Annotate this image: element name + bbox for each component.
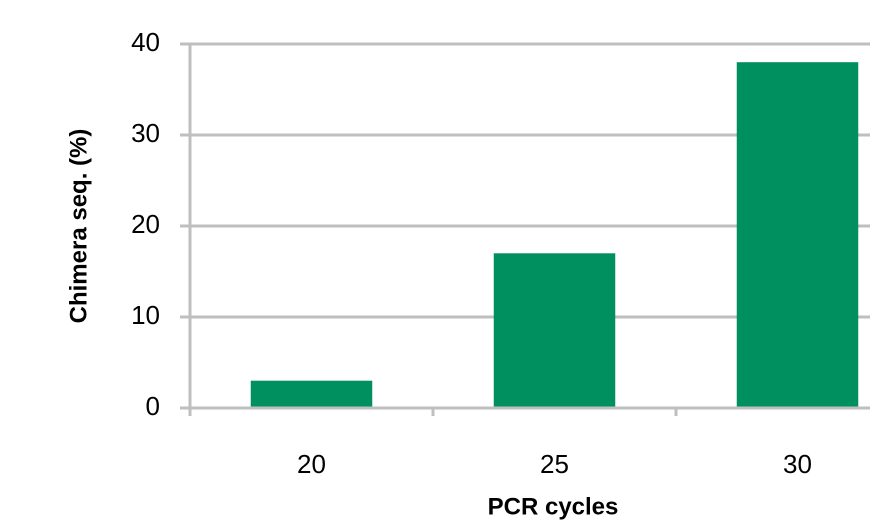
x-tick-label: 20 [297, 449, 326, 479]
y-tick-label: 0 [146, 391, 160, 421]
x-tick-label: 25 [540, 449, 569, 479]
x-axis-title: PCR cycles [488, 493, 619, 520]
bar [250, 380, 373, 408]
y-tick-label: 30 [131, 118, 160, 148]
y-tick-label: 40 [131, 27, 160, 57]
bar [493, 253, 616, 408]
bar [736, 62, 859, 408]
x-tick-label: 30 [783, 449, 812, 479]
y-axis-title: Chimera seq. (%) [65, 129, 92, 324]
y-tick-label: 10 [131, 300, 160, 330]
y-tick-label: 20 [131, 209, 160, 239]
